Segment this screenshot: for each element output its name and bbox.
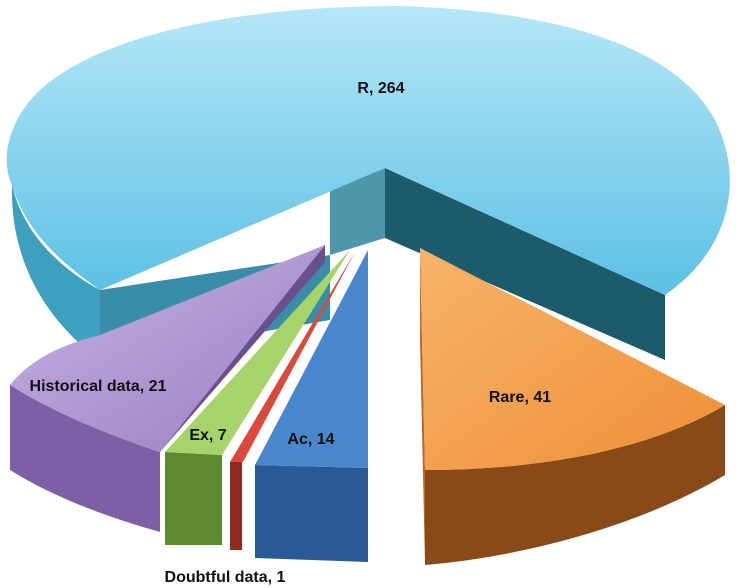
data-label-ac: Ac, 14 — [287, 431, 334, 448]
data-label-r: R, 264 — [357, 80, 404, 97]
slice-ex-top — [165, 250, 350, 455]
slice-ex — [165, 250, 350, 545]
data-label-ex: Ex, 7 — [189, 427, 226, 444]
data-label-doubtful: Doubtful data, 1 — [165, 569, 286, 586]
slice-r-cut-left — [330, 168, 385, 255]
slice-historical — [10, 245, 325, 532]
slice-ex-side — [165, 452, 222, 545]
slice-ac-side — [255, 465, 368, 562]
slice-ac — [255, 250, 368, 562]
data-label-rare: Rare, 41 — [489, 389, 551, 406]
slice-historical-side — [10, 385, 160, 532]
slice-r-cut-right — [385, 168, 665, 360]
slice-rare-side — [425, 405, 725, 565]
slice-rare-cut — [420, 248, 425, 565]
slice-doubtful — [230, 252, 355, 550]
slice-historical-top — [10, 245, 325, 452]
data-label-historical: Historical data, 21 — [30, 378, 167, 395]
slice-rare-top — [420, 248, 725, 470]
slice-doubtful-side — [230, 462, 242, 550]
slice-r-top — [6, 6, 730, 295]
slice-rare — [420, 248, 725, 565]
slice-r-side-left — [11, 185, 101, 360]
slice-doubtful-top — [230, 252, 355, 462]
slice-ac-top — [255, 250, 368, 468]
slice-r — [6, 6, 730, 360]
